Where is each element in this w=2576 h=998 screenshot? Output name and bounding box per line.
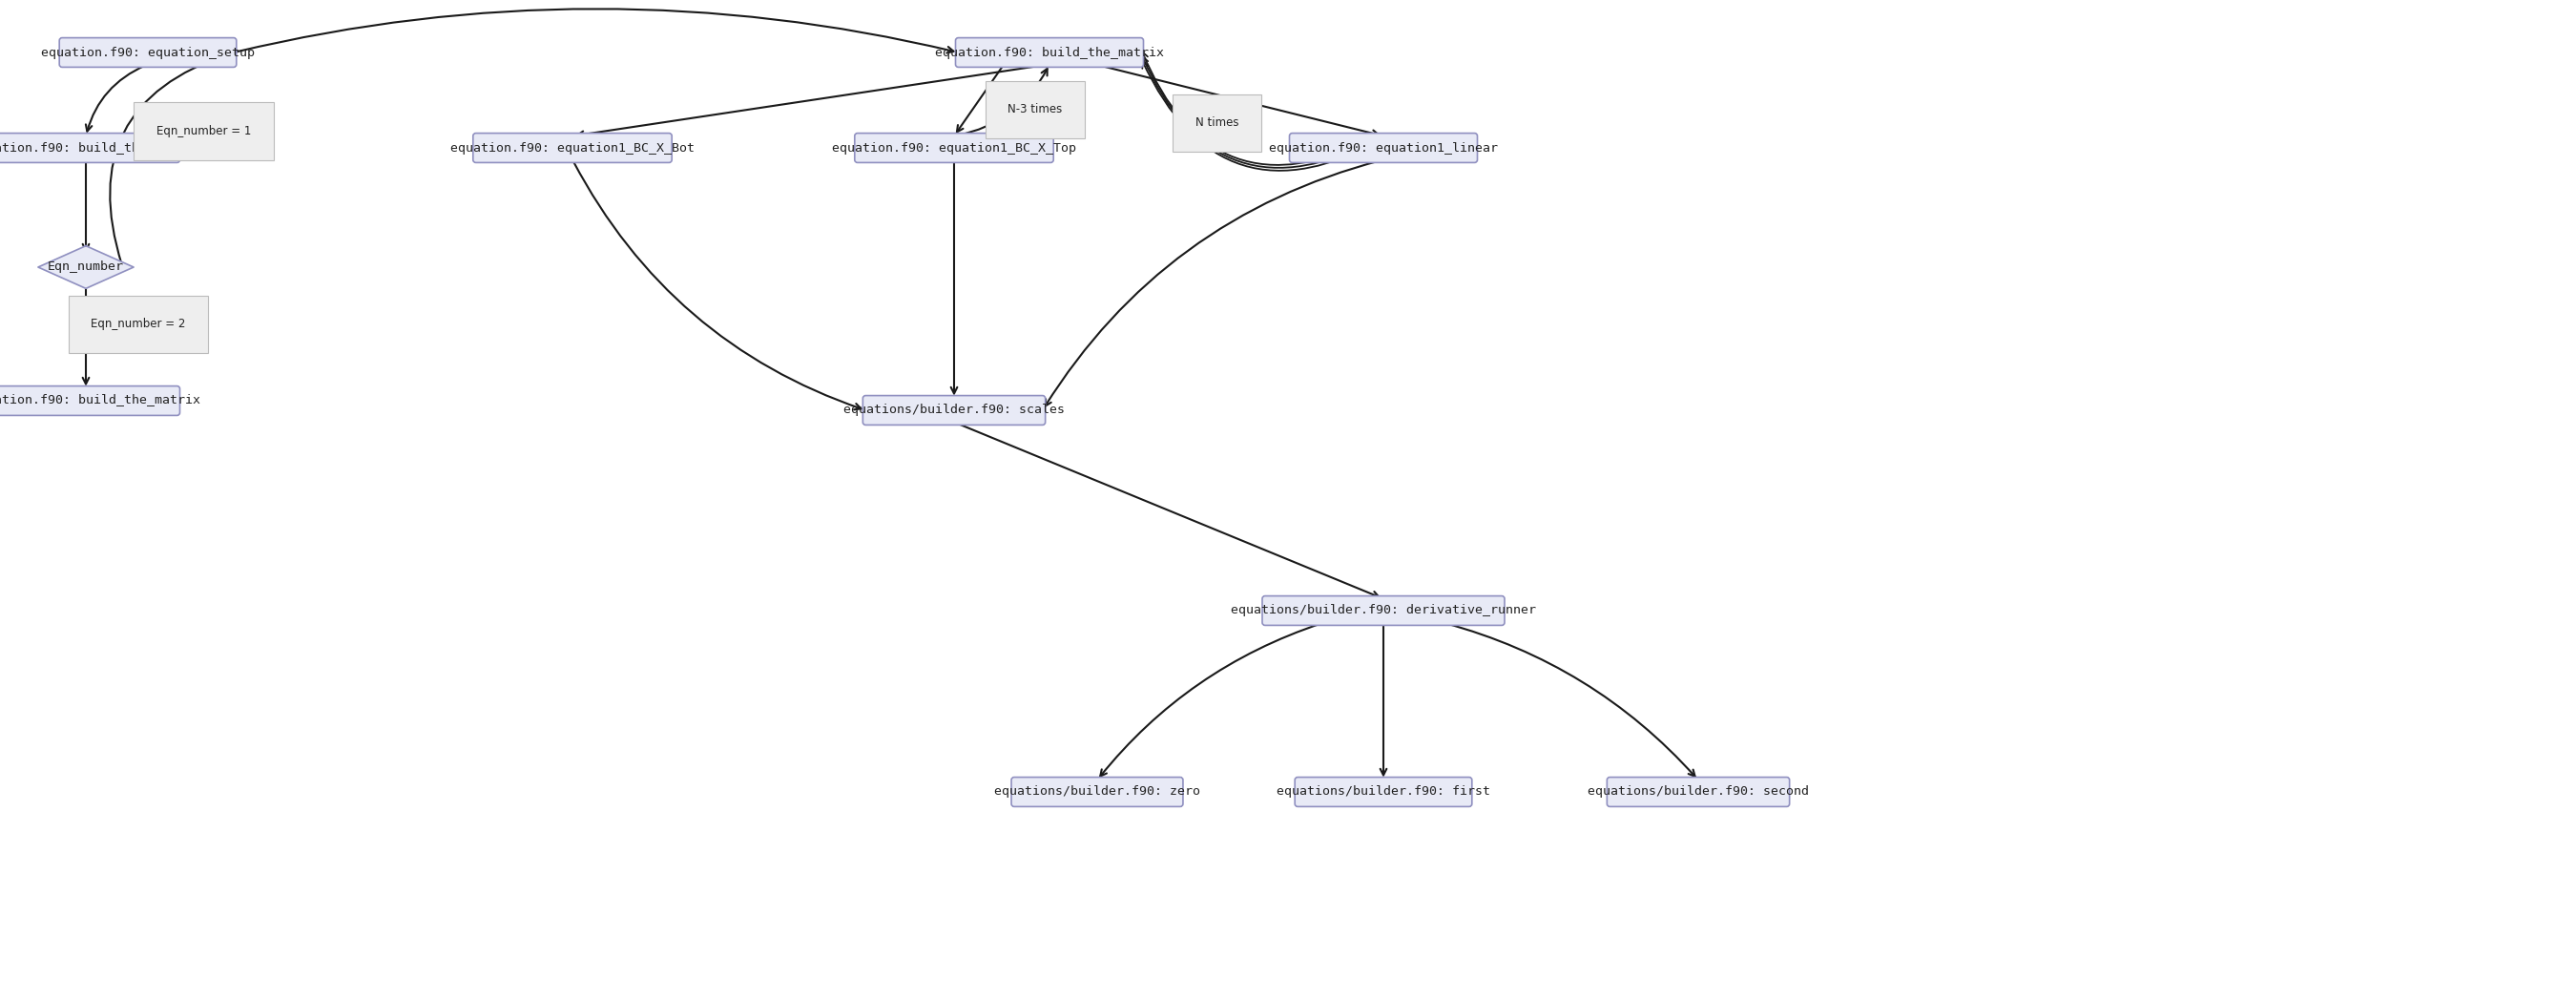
FancyBboxPatch shape [956,38,1144,67]
Text: equations/builder.f90: derivative_runner: equations/builder.f90: derivative_runner [1231,605,1535,617]
Text: equations/builder.f90: scales: equations/builder.f90: scales [842,404,1064,416]
Text: N-3 times: N-3 times [1007,104,1061,116]
Text: Eqn_number = 1: Eqn_number = 1 [157,125,250,138]
FancyBboxPatch shape [1607,777,1790,806]
Text: Eqn_number: Eqn_number [49,260,124,273]
Polygon shape [39,246,134,288]
Text: equation.f90: equation1_linear: equation.f90: equation1_linear [1270,142,1497,154]
Text: equations/builder.f90: zero: equations/builder.f90: zero [994,785,1200,798]
FancyBboxPatch shape [474,133,672,163]
FancyBboxPatch shape [863,395,1046,425]
Text: equation.f90: build_the_matrix: equation.f90: build_the_matrix [935,46,1164,59]
Text: Eqn_number = 2: Eqn_number = 2 [90,318,185,330]
FancyBboxPatch shape [1012,777,1182,806]
FancyBboxPatch shape [1291,133,1479,163]
FancyBboxPatch shape [0,386,180,415]
FancyBboxPatch shape [1262,596,1504,626]
Text: equations/builder.f90: second: equations/builder.f90: second [1587,785,1808,798]
FancyBboxPatch shape [1296,777,1471,806]
FancyBboxPatch shape [855,133,1054,163]
Text: equation.f90: equation1_BC_X_Bot: equation.f90: equation1_BC_X_Bot [451,142,696,154]
Text: equation.f90: build_the_matrix: equation.f90: build_the_matrix [0,394,201,407]
Text: N times: N times [1195,117,1239,129]
Text: equation.f90: equation_setup: equation.f90: equation_setup [41,46,255,59]
FancyBboxPatch shape [59,38,237,67]
Text: equation.f90: equation1_BC_X_Top: equation.f90: equation1_BC_X_Top [832,142,1077,154]
FancyBboxPatch shape [0,133,180,163]
Text: equations/builder.f90: first: equations/builder.f90: first [1278,785,1492,798]
Text: equation.f90: build_the_matrix: equation.f90: build_the_matrix [0,142,201,154]
